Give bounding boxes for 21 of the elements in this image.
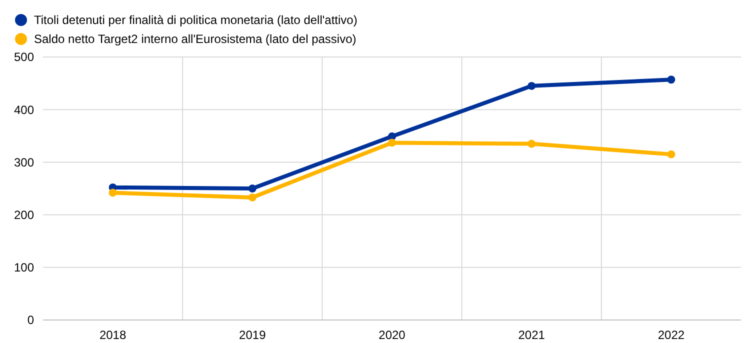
point — [388, 138, 396, 147]
x-tick-label: 2022 — [658, 328, 685, 342]
y-tick-label: 0 — [27, 313, 34, 328]
point — [667, 150, 676, 158]
point — [667, 76, 676, 84]
point — [248, 193, 256, 202]
point — [108, 188, 117, 197]
y-tick-label: 500 — [14, 50, 34, 64]
point — [528, 140, 536, 148]
y-tick-label: 400 — [14, 102, 34, 117]
point — [528, 82, 536, 90]
y-tick-label: 100 — [14, 260, 34, 275]
x-tick-label: 2018 — [99, 328, 126, 342]
legend-label: Titoli detenuti per finalità di politica monetaria (lato dell'attivo) — [34, 13, 358, 28]
point — [248, 184, 256, 192]
x-tick-label: 2019 — [239, 328, 266, 342]
y-tick-label: 200 — [14, 208, 34, 222]
x-tick-label: 2021 — [518, 328, 546, 342]
legend-label: Saldo netto Target2 interno all'Eurosistema (lato del passivo) — [34, 32, 356, 46]
x-tick-label: 2020 — [378, 328, 406, 342]
y-tick-label: 300 — [14, 155, 34, 170]
